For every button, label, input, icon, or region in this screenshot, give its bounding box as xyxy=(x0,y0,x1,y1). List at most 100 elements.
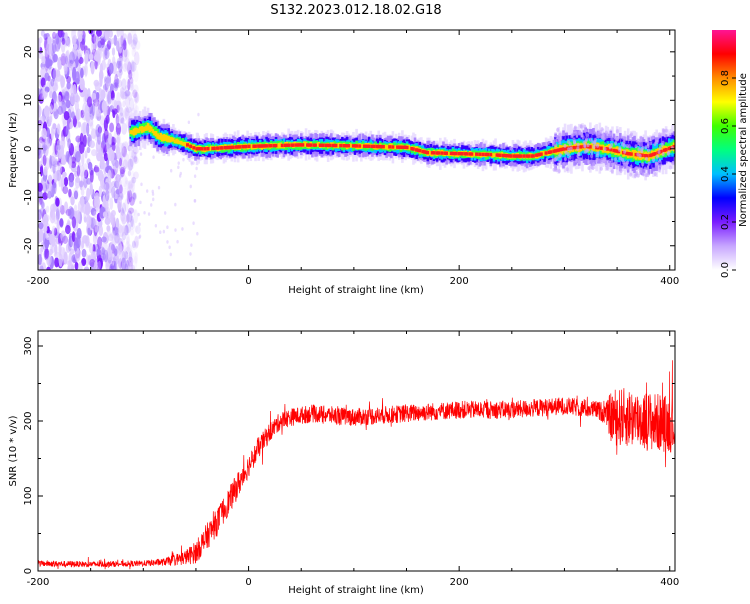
heatmap-peak-cell xyxy=(435,151,439,155)
heatmap-noise-cell xyxy=(553,163,557,168)
heatmap-noise-cell xyxy=(114,248,118,257)
heatmap-noise-cell xyxy=(83,134,87,147)
heatmap-noise-cell xyxy=(39,265,44,270)
heatmap-noise-cell xyxy=(120,257,127,270)
heatmap-noise-cell xyxy=(89,258,96,268)
heatmap-noise-cell xyxy=(63,251,68,265)
heatmap-noise-cell xyxy=(70,111,76,120)
heatmap-peak-cell xyxy=(505,154,509,158)
heatmap-peak-cell xyxy=(664,147,668,152)
heatmap-noise-cell xyxy=(133,155,138,163)
heatmap-noise-cell xyxy=(189,252,192,256)
heatmap-noise-cell xyxy=(618,156,622,161)
heatmap-noise-cell xyxy=(124,140,128,153)
heatmap-noise-cell xyxy=(132,33,138,46)
heatmap-noise-cell xyxy=(610,158,614,163)
heatmap-noise-cell xyxy=(603,146,607,151)
heatmap-noise-cell xyxy=(132,192,137,200)
heatmap-noise-cell xyxy=(91,149,97,157)
heatmap-noise-cell xyxy=(118,142,125,155)
heatmap-noise-cell xyxy=(151,192,155,196)
heatmap-noise-cell xyxy=(581,135,585,140)
heatmap-noise-cell xyxy=(127,181,133,191)
heatmap-cells xyxy=(38,30,675,270)
heatmap-peak-cell xyxy=(301,143,305,147)
heatmap-noise-cell xyxy=(127,170,132,177)
heatmap-noise-cell xyxy=(152,155,155,159)
y-tick-label: 300 xyxy=(23,336,34,355)
heatmap-signal-cell xyxy=(183,141,186,147)
heatmap-noise-cell xyxy=(614,141,618,146)
heatmap-noise-cell xyxy=(38,38,41,52)
heatmap-noise-cell xyxy=(79,132,84,145)
heatmap-signal-cell xyxy=(129,130,133,135)
heatmap-noise-cell xyxy=(94,195,100,208)
heatmap-noise-cell xyxy=(45,205,50,213)
heatmap-noise-cell xyxy=(83,163,88,178)
heatmap-noise-cell xyxy=(109,122,115,133)
heatmap-noise-cell xyxy=(126,186,131,197)
heatmap-noise-cell xyxy=(110,38,115,45)
heatmap-peak-cell xyxy=(626,152,630,156)
heatmap-noise-cell xyxy=(591,140,595,145)
heatmap-noise-cell xyxy=(49,103,53,112)
heatmap-noise-cell xyxy=(125,246,131,255)
heatmap-noise-cell xyxy=(599,166,603,171)
colorbar-tick-label: 0.4 xyxy=(720,166,731,182)
heatmap-noise-cell xyxy=(64,224,71,235)
heatmap-noise-cell xyxy=(125,49,130,59)
heatmap-peak-cell xyxy=(342,143,346,148)
heatmap-noise-cell xyxy=(169,168,173,173)
heatmap-noise-cell xyxy=(80,122,86,135)
heatmap-noise-cell xyxy=(116,78,120,85)
heatmap-signal-cell xyxy=(164,134,167,141)
heatmap-peak-cell xyxy=(557,148,561,152)
heatmap-noise-cell xyxy=(130,158,134,166)
spectrogram-frame xyxy=(37,29,676,271)
heatmap-peak-cell xyxy=(512,154,516,158)
heatmap-noise-cell xyxy=(614,135,618,140)
heatmap-noise-cell xyxy=(121,212,127,225)
heatmap-noise-cell xyxy=(135,225,141,235)
heatmap-signal-cell xyxy=(170,137,174,142)
heatmap-noise-cell xyxy=(124,107,128,122)
heatmap-peak-cell xyxy=(391,145,395,149)
heatmap-noise-cell xyxy=(111,97,116,110)
heatmap-noise-cell xyxy=(130,60,135,73)
heatmap-noise-cell xyxy=(623,149,627,154)
heatmap-peak-cell xyxy=(306,143,310,147)
heatmap-noise-cell xyxy=(55,208,60,222)
heatmap-noise-cell xyxy=(58,243,62,256)
heatmap-noise-cell xyxy=(88,116,94,127)
heatmap-signal-cell xyxy=(348,143,352,148)
heatmap-noise-cell xyxy=(105,206,110,214)
heatmap-noise-cell xyxy=(80,67,84,79)
heatmap-noise-cell xyxy=(553,157,557,162)
heatmap-peak-cell xyxy=(326,143,330,148)
heatmap-noise-cell xyxy=(651,135,655,140)
heatmap-noise-cell xyxy=(110,90,115,101)
heatmap-noise-cell xyxy=(587,166,591,171)
heatmap-noise-cell xyxy=(157,185,161,190)
heatmap-noise-cell xyxy=(104,30,110,41)
heatmap-peak-cell xyxy=(212,146,216,151)
heatmap-noise-cell xyxy=(128,189,133,203)
heatmap-noise-cell xyxy=(600,159,604,164)
heatmap-noise-cell xyxy=(124,177,129,185)
heatmap-noise-cell xyxy=(75,108,82,121)
heatmap-noise-cell xyxy=(94,218,99,233)
heatmap-peak-cell xyxy=(651,152,655,157)
heatmap-noise-cell xyxy=(51,225,56,235)
heatmap-noise-cell xyxy=(132,192,137,202)
heatmap-peak-cell xyxy=(402,145,406,149)
heatmap-noise-cell xyxy=(554,143,558,148)
heatmap-noise-cell xyxy=(116,30,121,38)
heatmap-noise-cell xyxy=(130,61,137,72)
heatmap-peak-cell xyxy=(268,144,272,148)
heatmap-signal-cell xyxy=(156,133,159,139)
heatmap-noise-cell xyxy=(562,161,566,166)
heatmap-noise-cell xyxy=(38,182,43,192)
heatmap-noise-cell xyxy=(106,225,111,232)
